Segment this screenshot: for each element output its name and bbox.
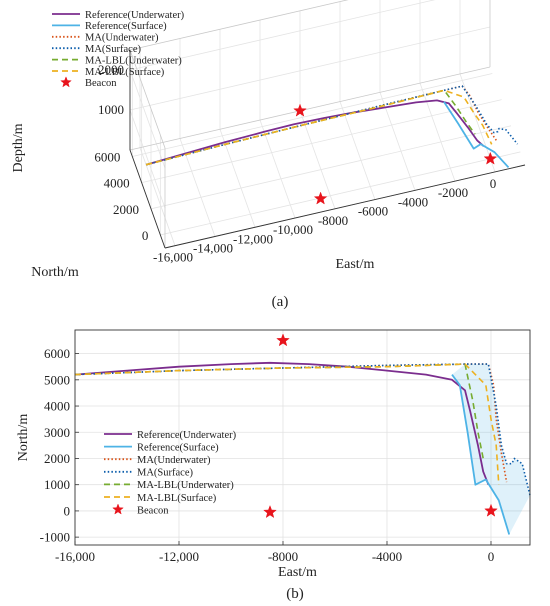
beacon-marker-1 [276, 333, 290, 347]
east-axis-label: East/m [336, 257, 375, 272]
wall-gridline [129, 69, 166, 169]
east-tick-label: -2000 [438, 185, 468, 200]
plot-frame [74, 329, 531, 546]
legend3d-label: Reference(Surface) [85, 21, 167, 32]
east-tick-label: -4000 [398, 194, 428, 209]
series3d-line-1 [145, 99, 485, 166]
beacon-marker-2 [263, 504, 277, 519]
floor-gridline [299, 110, 336, 209]
y-tick-label: 1000 [44, 477, 70, 492]
north-tick-label: 0 [142, 228, 149, 243]
floor-gridline [132, 73, 493, 157]
beacon3d-marker-2 [313, 191, 328, 205]
floor-gridline [379, 92, 416, 191]
north-axis-line [129, 149, 166, 249]
box-edge [129, 0, 349, 51]
legend-label: MA(Underwater) [137, 455, 211, 466]
y-tick-label: 5000 [44, 372, 70, 387]
legend3d-label: MA(Underwater) [85, 33, 159, 44]
beacon3d-marker-1 [293, 103, 307, 117]
legend-label: MA-LBL(Underwater) [137, 480, 234, 491]
x-tick-label: -16,000 [55, 549, 95, 564]
series3d-line-2 [443, 101, 510, 169]
wall-gridline [129, 26, 491, 111]
floor-gridline [160, 151, 521, 236]
legend3d-label: Beacon [85, 78, 117, 89]
floor-gridline [150, 125, 512, 210]
floor-gridline [419, 83, 456, 182]
panel-caption: (b) [286, 586, 304, 602]
wall-gridline [129, 109, 166, 209]
north-tick-label: 6000 [94, 150, 120, 165]
legend3d-label: MA(Surface) [85, 44, 141, 55]
legend-label: Reference(Surface) [137, 442, 219, 453]
beacon-marker-3 [484, 503, 498, 517]
east-tick-label: -12,000 [233, 231, 273, 246]
legend-label: Beacon [137, 505, 169, 516]
floor-gridline [259, 119, 296, 219]
north-axis-label: North/m [31, 265, 79, 280]
north-tick-label: 4000 [104, 176, 130, 191]
north-tick-label: 2000 [113, 202, 139, 217]
series3d-line-4 [145, 85, 519, 166]
legend3d-label: MA-LBL(Underwater) [85, 55, 182, 66]
y-tick-label: -1000 [40, 530, 70, 545]
floor-gridline [339, 101, 376, 200]
panel-b-2d-plot: -16,000 -12,000 -8000 -4000 0 -1000 0 1000 2000 3… [16, 329, 531, 602]
east-tick-label: -14,000 [193, 240, 233, 255]
box-edge [129, 49, 166, 149]
east-tick-label: -16,000 [153, 250, 193, 265]
y-tick-label: 0 [64, 503, 71, 518]
legend-label: Reference(Underwater) [137, 430, 237, 441]
series-line-6 [74, 363, 500, 485]
legend3d-beacon-swatch [60, 76, 72, 88]
beacon3d-marker-3 [483, 151, 498, 165]
legend-label: MA(Surface) [137, 468, 193, 479]
depth-tick-label: 2000 [98, 62, 124, 77]
east-tick-label: -8000 [318, 213, 348, 228]
panel-caption: (a) [272, 294, 289, 310]
legend3d-label: MA-LBL(Surface) [85, 67, 165, 78]
east-tick-label: -10,000 [273, 222, 313, 237]
legend3d-label: Reference(Underwater) [85, 10, 185, 21]
panel-a-3d-plot: -16,000-14,000-12,000-10,000 -8000 -6000 -4… [11, 0, 526, 310]
legend-beacon-swatch [112, 503, 124, 515]
depth-tick-label: 1000 [98, 102, 124, 117]
east-tick-label: -6000 [358, 204, 388, 219]
wall-gridline [129, 0, 436, 71]
y-tick-label: 2000 [44, 451, 70, 466]
y-tick-label: 6000 [44, 346, 70, 361]
legend-label: MA-LBL(Surface) [137, 493, 217, 504]
y-tick-label: 4000 [44, 399, 70, 414]
floor-gridline [141, 99, 502, 184]
series-line-4 [74, 363, 531, 496]
east-axis-line [164, 164, 526, 249]
depth-axis-label: Depth/m [11, 123, 26, 172]
x-tick-label: -4000 [372, 549, 402, 564]
x-axis-label: East/m [278, 565, 317, 580]
series-line-2 [451, 374, 511, 535]
error-shaded-region [452, 364, 530, 535]
x-tick-label: 0 [488, 549, 495, 564]
floor-gridline [139, 147, 176, 246]
y-tick-label: 3000 [44, 425, 70, 440]
x-tick-label: -8000 [268, 549, 298, 564]
series-line-1 [74, 361, 490, 486]
box-edge [129, 66, 491, 151]
x-tick-label: -12,000 [159, 549, 199, 564]
east-tick-label: 0 [490, 176, 497, 191]
floor-gridline [219, 129, 256, 228]
y-axis-label: North/m [16, 414, 31, 462]
